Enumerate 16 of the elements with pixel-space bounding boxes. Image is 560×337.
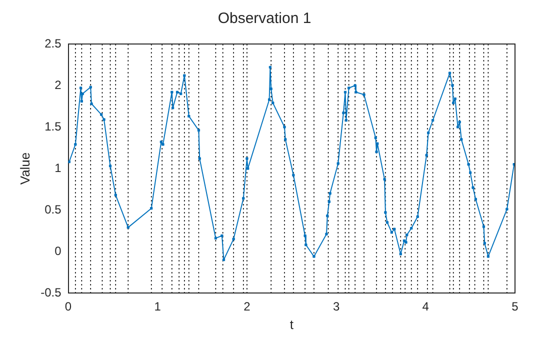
x-tick-label: 0 <box>64 300 72 314</box>
y-tick-label: 0.5 <box>44 202 62 216</box>
y-tick-label: 2 <box>54 78 62 92</box>
y-tick-label: -0.5 <box>40 285 62 300</box>
x-tick-label: 1 <box>154 300 162 314</box>
x-tick-label: 3 <box>332 300 340 314</box>
y-tick-label: 1 <box>54 160 62 175</box>
y-tick-label: 1.5 <box>44 119 62 134</box>
y-tick-label: 0 <box>54 244 62 258</box>
y-axis-title: Value <box>17 152 32 185</box>
x-tick-label: 5 <box>512 300 519 314</box>
x-tick-label: 2 <box>244 300 251 314</box>
chart-title: Observation 1 <box>218 10 312 28</box>
y-tick-label: 2.5 <box>44 36 62 50</box>
x-tick-label: 4 <box>422 300 430 314</box>
x-axis-title: t <box>290 316 294 332</box>
